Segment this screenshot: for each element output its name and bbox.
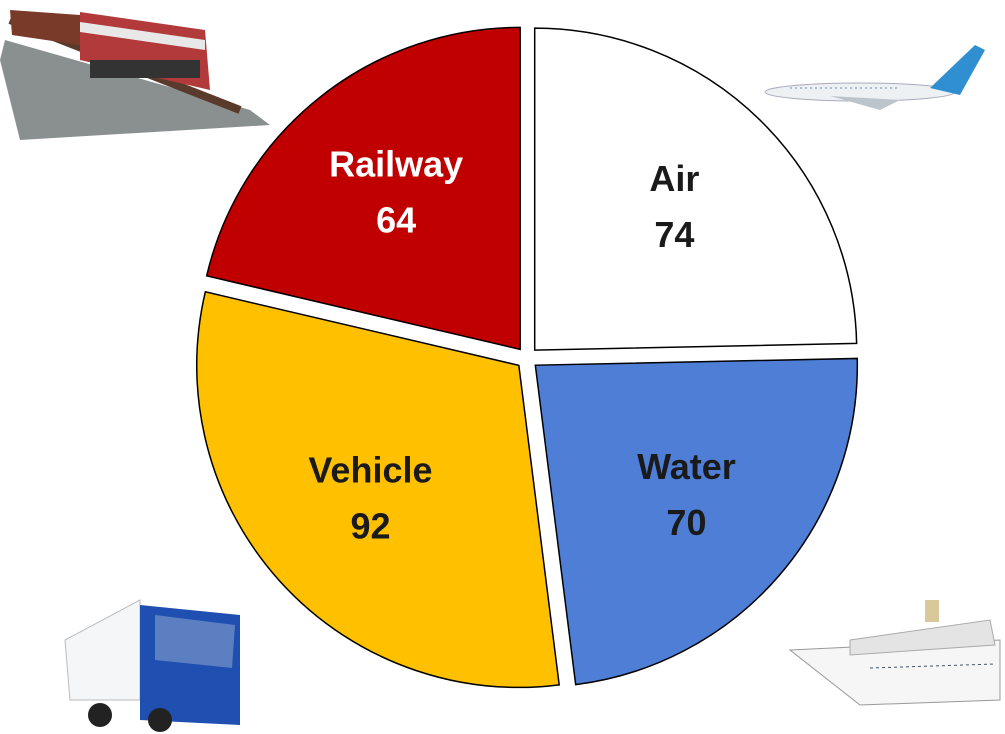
pie-slice <box>207 27 520 349</box>
plane-icon <box>765 45 985 110</box>
truck-icon <box>65 600 240 732</box>
slice-value: 64 <box>376 199 416 240</box>
page: Air74Water70Vehicle92Railway64 (() => { … <box>0 0 1005 734</box>
train-icon <box>0 10 270 140</box>
slice-label: Air <box>649 158 699 199</box>
ship-icon <box>790 600 1000 705</box>
slice-label: Water <box>637 446 736 487</box>
slice-value: 92 <box>350 505 390 546</box>
chart: Air 74 Water 70 Vehicle 92 Railway 64 <box>0 0 1005 734</box>
slice-value: 74 <box>654 214 694 255</box>
slice-label: Vehicle <box>308 449 432 490</box>
slice-label: Railway <box>329 143 463 184</box>
slice-value: 70 <box>666 502 706 543</box>
